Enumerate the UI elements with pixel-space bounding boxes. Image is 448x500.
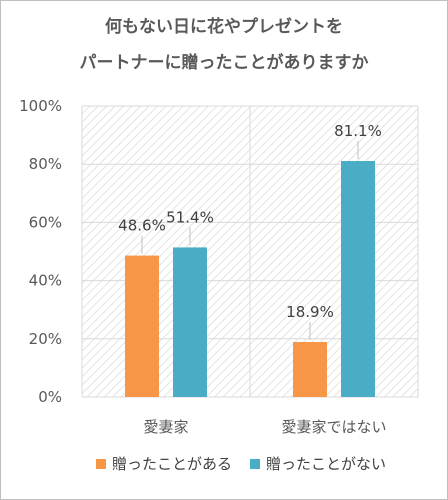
legend: 贈ったことがある 贈ったことがない — [96, 455, 386, 473]
legend-label: 贈ったことがない — [266, 455, 386, 473]
y-tick-label: 20% — [29, 330, 62, 348]
y-tick-label: 60% — [29, 213, 62, 231]
x-axis-category-labels: 愛妻家 愛妻家ではない — [143, 418, 386, 436]
category-label: 愛妻家ではない — [281, 418, 386, 436]
y-tick-label: 100% — [19, 97, 62, 115]
bars — [125, 160, 375, 397]
y-tick-label: 40% — [29, 272, 62, 290]
data-label: 48.6% — [118, 217, 166, 235]
bar — [173, 247, 207, 397]
legend-swatch — [250, 459, 260, 469]
y-axis-tick-labels: 0% 20% 40% 60% 80% 100% — [19, 97, 62, 406]
bar — [293, 342, 327, 397]
bar — [125, 255, 159, 397]
y-tick-label: 80% — [29, 155, 62, 173]
category-label: 愛妻家 — [143, 418, 188, 436]
y-tick-label: 0% — [38, 388, 62, 406]
chart-title-line-1: 何もない日に花やプレゼントを — [105, 17, 343, 37]
data-label: 18.9% — [286, 303, 334, 321]
chart-title-line-2: パートナーに贈ったことがありますか — [79, 53, 369, 73]
legend-label: 贈ったことがある — [112, 455, 232, 473]
bar — [341, 160, 375, 397]
data-label: 51.4% — [166, 208, 214, 226]
legend-swatch — [96, 459, 106, 469]
data-labels: 48.6% 51.4% 18.9% 81.1% — [118, 122, 382, 341]
data-label: 81.1% — [334, 122, 382, 140]
